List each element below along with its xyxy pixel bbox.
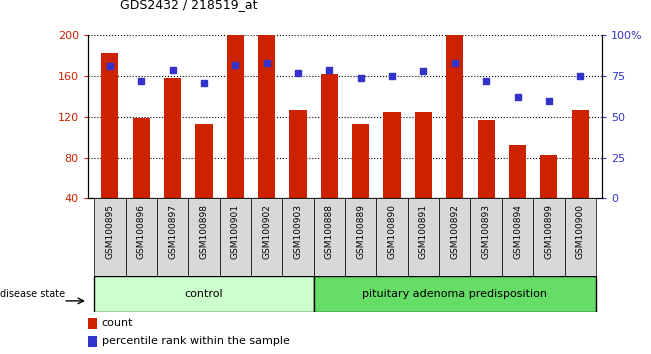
Bar [88,336,96,347]
Text: GSM100891: GSM100891 [419,205,428,259]
Point [575,73,585,79]
Point [544,98,554,103]
Bar [345,198,376,276]
Bar [446,0,464,198]
Text: GSM100899: GSM100899 [544,205,553,259]
Point [136,78,146,84]
Point [199,80,209,85]
Bar [101,53,118,198]
Point [324,67,335,73]
Bar [509,145,526,198]
Text: control: control [185,289,223,299]
Point [293,70,303,76]
Point [450,60,460,66]
Text: GDS2432 / 218519_at: GDS2432 / 218519_at [120,0,258,11]
Bar [376,198,408,276]
Point [262,60,272,66]
Bar [314,198,345,276]
Text: percentile rank within the sample: percentile rank within the sample [102,336,290,346]
Text: GSM100892: GSM100892 [450,205,460,259]
Bar [227,25,244,198]
Bar [94,198,126,276]
Text: GSM100897: GSM100897 [168,205,177,259]
Bar [415,112,432,198]
Text: GSM100901: GSM100901 [230,205,240,259]
Bar [88,318,96,329]
Text: GSM100889: GSM100889 [356,205,365,259]
Point [418,68,428,74]
Bar [94,276,314,312]
Bar [471,198,502,276]
Bar [572,110,589,198]
Text: GSM100900: GSM100900 [575,205,585,259]
Text: GSM100893: GSM100893 [482,205,491,259]
Bar [314,276,596,312]
Point [481,78,492,84]
Point [355,75,366,81]
Bar [564,198,596,276]
Bar [502,198,533,276]
Text: count: count [102,318,133,328]
Bar [164,78,181,198]
Text: disease state: disease state [0,289,65,299]
Point [167,67,178,73]
Text: GSM100902: GSM100902 [262,205,271,259]
Bar [439,198,471,276]
Bar [126,198,157,276]
Text: GSM100895: GSM100895 [105,205,115,259]
Bar [219,198,251,276]
Bar [133,118,150,198]
Bar [540,155,557,198]
Bar [258,0,275,198]
Bar [533,198,564,276]
Bar [188,198,219,276]
Bar [195,124,212,198]
Bar [478,120,495,198]
Text: pituitary adenoma predisposition: pituitary adenoma predisposition [363,289,547,299]
Bar [383,112,401,198]
Text: GSM100888: GSM100888 [325,205,334,259]
Point [512,95,523,100]
Bar [352,124,369,198]
Bar [283,198,314,276]
Bar [251,198,283,276]
Bar [289,110,307,198]
Text: GSM100894: GSM100894 [513,205,522,259]
Bar [157,198,188,276]
Point [387,73,397,79]
Point [105,63,115,69]
Text: GSM100896: GSM100896 [137,205,146,259]
Text: GSM100898: GSM100898 [199,205,208,259]
Text: GSM100890: GSM100890 [387,205,396,259]
Bar [321,74,338,198]
Bar [408,198,439,276]
Text: GSM100903: GSM100903 [294,205,303,259]
Point [230,62,240,68]
